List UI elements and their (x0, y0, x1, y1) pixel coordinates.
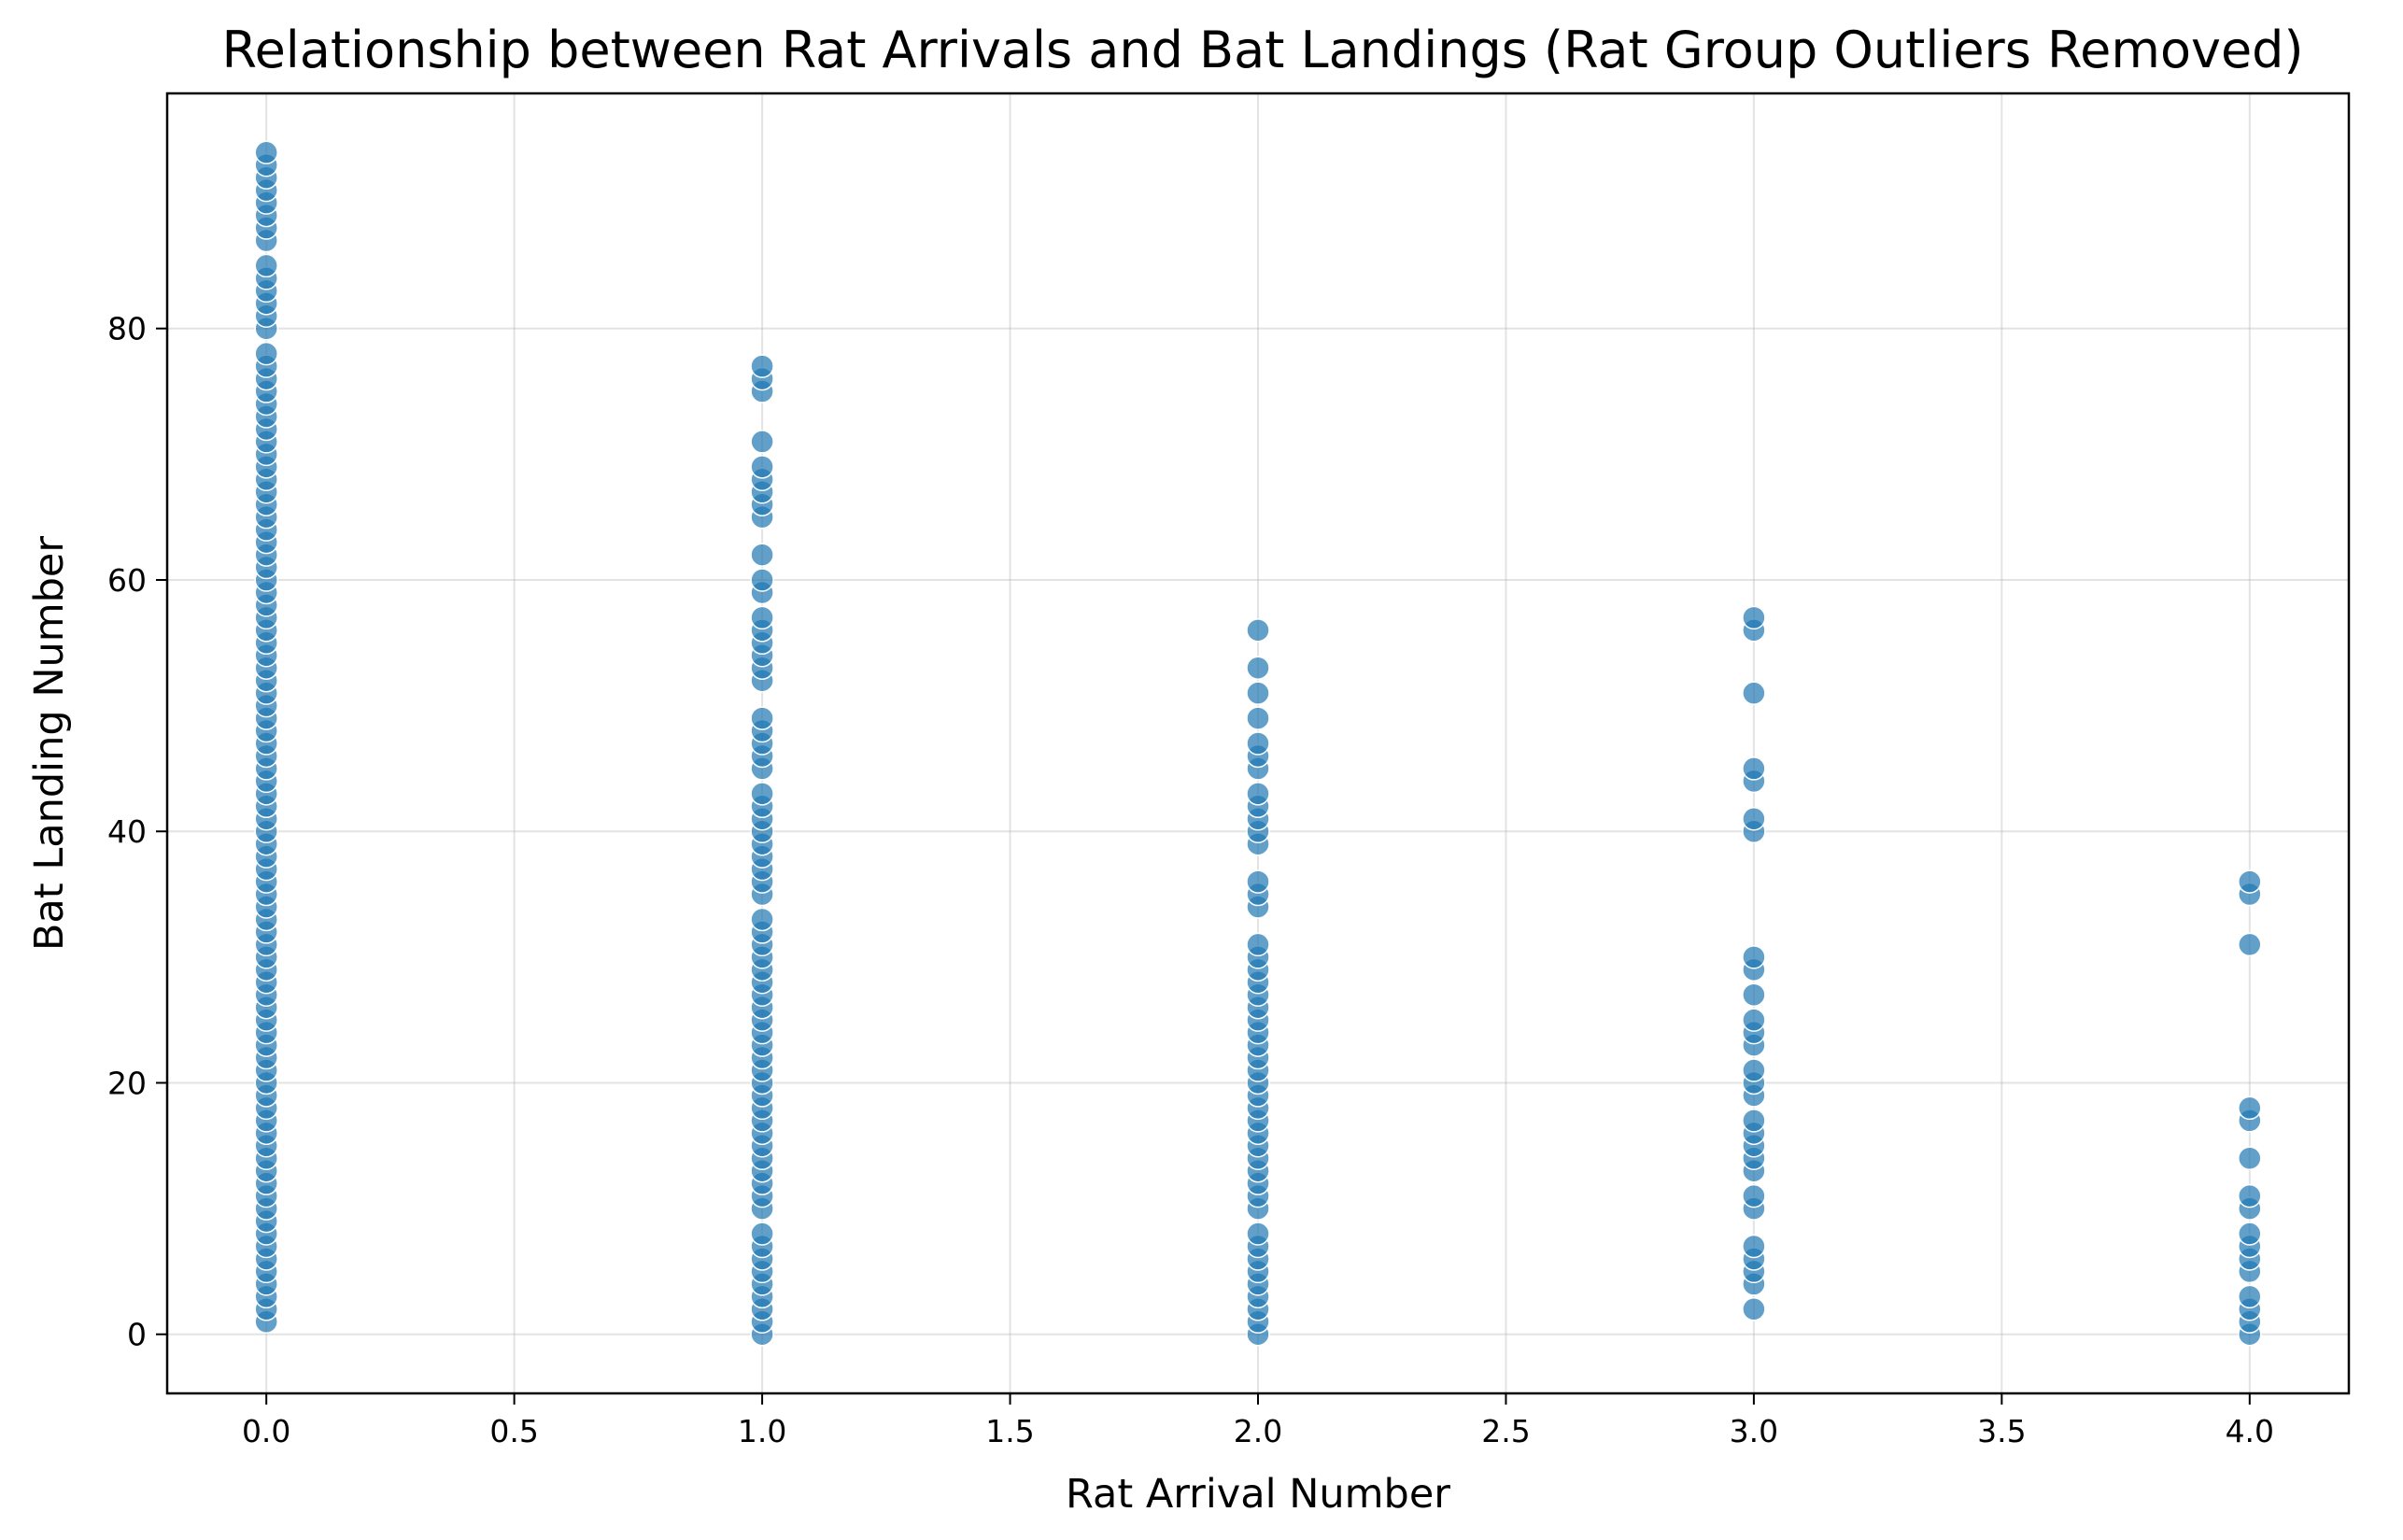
y-tick-label: 40 (107, 813, 147, 850)
scatter-point (2238, 1095, 2262, 1121)
scatter-point (1742, 756, 1766, 781)
scatter-point (750, 568, 774, 592)
x-tick-label: 3.5 (1977, 1413, 2026, 1449)
x-tick-label: 2.0 (1234, 1413, 1282, 1449)
scatter-point (750, 1222, 774, 1246)
scatter-point (1246, 932, 1270, 957)
scatter-point (1246, 706, 1270, 730)
x-tick-label: 4.0 (2226, 1413, 2274, 1449)
data-points (254, 140, 2262, 1347)
scatter-point (1742, 982, 1766, 1007)
x-tick-label: 1.5 (985, 1413, 1034, 1449)
scatter-point (1742, 945, 1766, 969)
x-tick-label: 3.0 (1730, 1413, 1778, 1449)
scatter-point (750, 430, 774, 454)
y-tick-label: 20 (107, 1065, 147, 1101)
x-axis-label: Rat Arrival Number (1066, 1471, 1450, 1518)
scatter-point (1246, 782, 1270, 806)
scatter-point (1742, 1297, 1766, 1321)
scatter-point (2238, 1284, 2262, 1309)
scatter-point (750, 543, 774, 567)
scatter-point (1742, 681, 1766, 705)
scatter-point (750, 455, 774, 479)
scatter-point (1742, 1234, 1766, 1259)
scatter-point (1742, 1008, 1766, 1032)
scatter-point (254, 140, 278, 165)
x-tick-label: 1.0 (738, 1413, 786, 1449)
scatter-point (1246, 1222, 1270, 1246)
scatter-point (1742, 605, 1766, 630)
y-axis-label: Bat Landing Number (26, 536, 73, 951)
scatter-point (2238, 1222, 2262, 1246)
y-tick-label: 60 (107, 562, 147, 599)
scatter-point (1742, 1109, 1766, 1133)
scatter-point (1742, 1183, 1766, 1208)
scatter-point (1742, 807, 1766, 831)
x-tick-label: 2.5 (1481, 1413, 1530, 1449)
scatter-point (750, 782, 774, 806)
y-tick-label: 0 (127, 1317, 147, 1353)
chart-title: Relationship between Rat Arrivals and Ba… (221, 21, 2303, 79)
scatter-point (750, 605, 774, 630)
scatter-point (2238, 1183, 2262, 1208)
scatter-point (2238, 932, 2262, 957)
scatter-point (254, 253, 278, 278)
scatter-point (1246, 731, 1270, 756)
scatter-point (254, 341, 278, 366)
y-axis-ticks: 0 20 40 60 80 (107, 311, 167, 1353)
x-tick-label: 0.5 (489, 1413, 538, 1449)
scatter-point (1742, 1058, 1766, 1082)
x-tick-label: 0.0 (242, 1413, 290, 1449)
scatter-point (1246, 618, 1270, 643)
scatter-point (750, 354, 774, 378)
scatter-point (1246, 869, 1270, 894)
y-tick-label: 80 (107, 311, 147, 347)
scatter-point (1246, 681, 1270, 705)
grid-lines (167, 93, 2349, 1393)
scatter-point (750, 907, 774, 932)
scatter-point (750, 706, 774, 730)
scatter-point (1246, 656, 1270, 680)
scatter-point (2238, 1146, 2262, 1171)
scatter-point (2238, 869, 2262, 894)
x-axis-ticks: 0.0 0.5 1.0 1.5 2.0 2.5 3.0 3.5 4.0 (242, 1393, 2274, 1449)
